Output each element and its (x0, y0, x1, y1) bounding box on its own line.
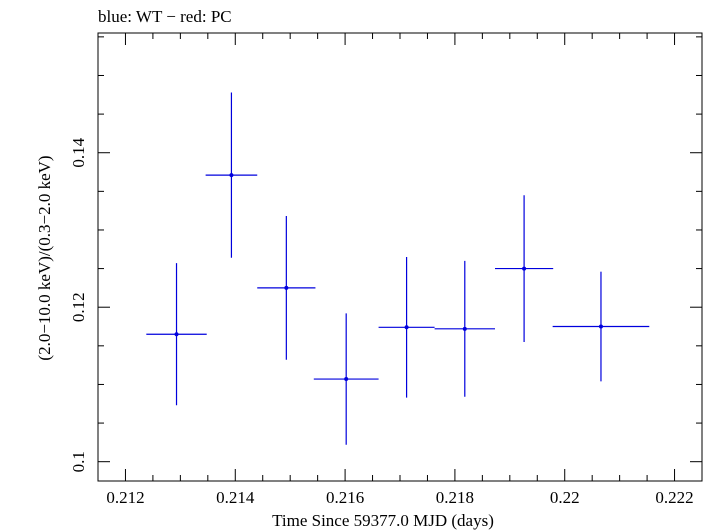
chart-title: blue: WT − red: PC (98, 7, 232, 26)
data-point (284, 285, 289, 290)
x-tick-label: 0.212 (106, 488, 144, 507)
x-axis-label: Time Since 59377.0 MJD (days) (272, 511, 494, 530)
x-tick-label: 0.218 (436, 488, 474, 507)
data-point (174, 332, 179, 337)
y-tick-label: 0.1 (69, 451, 88, 472)
data-point (404, 325, 409, 330)
plot-frame (97, 32, 703, 482)
data-point (462, 326, 467, 331)
x-tick-label: 0.214 (216, 488, 255, 507)
y-tick-label: 0.14 (69, 137, 88, 167)
x-tick-label: 0.216 (326, 488, 364, 507)
x-axis: 0.212 0.214 0.216 0.218 0.22 0.222 (97, 33, 703, 507)
data-point (598, 324, 603, 329)
y-axis-label: (2.0−10.0 keV)/(0.3−2.0 keV) (35, 155, 54, 360)
x-tick-label: 0.222 (655, 488, 693, 507)
y-axis: 0.1 0.12 0.14 (69, 36, 702, 472)
data-point (522, 266, 527, 271)
data-point (229, 173, 234, 178)
x-tick-label: 0.22 (550, 488, 580, 507)
data-series (146, 92, 650, 445)
y-tick-label: 0.12 (69, 292, 88, 322)
data-point (344, 377, 349, 382)
